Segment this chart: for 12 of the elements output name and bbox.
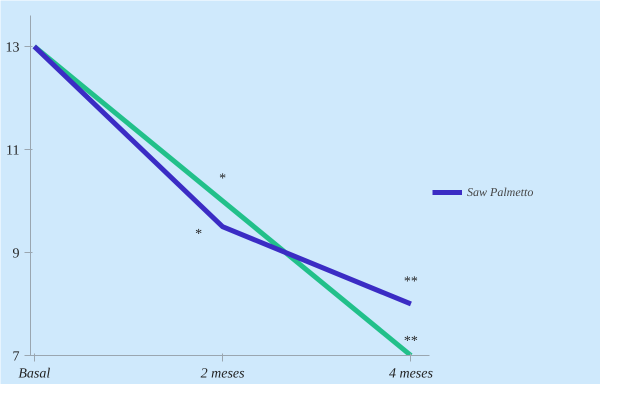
y-tick-label: 13 xyxy=(6,40,20,56)
x-tick-label: Basal xyxy=(18,366,50,382)
annotation: * xyxy=(219,171,226,186)
y-tick-label: 7 xyxy=(12,350,20,364)
legend-label: Saw Palmetto xyxy=(467,184,534,200)
annotation: ** xyxy=(404,274,418,290)
y-tick-label: 11 xyxy=(6,143,20,158)
y-tick-label: 9 xyxy=(12,246,20,262)
x-tick-label: 2 meses xyxy=(200,366,246,382)
annotation: ** xyxy=(404,334,418,349)
annotation: * xyxy=(195,227,202,242)
x-tick-label: 4 meses xyxy=(388,366,434,382)
